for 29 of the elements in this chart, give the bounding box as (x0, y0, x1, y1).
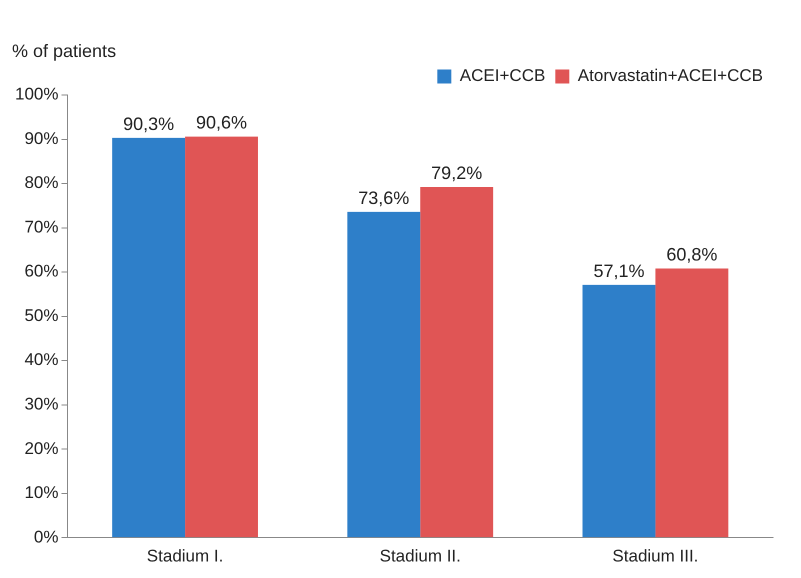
y-tick-label: 50% (24, 306, 58, 325)
data-label: 90,6% (196, 112, 248, 133)
y-tick-label: 20% (24, 438, 58, 458)
bar (185, 136, 258, 538)
legend-label: ACEI+CCB (460, 66, 546, 86)
bar (582, 284, 656, 538)
bar (655, 268, 728, 538)
y-tick-label: 30% (24, 394, 58, 414)
y-tick-label: 0% (34, 527, 58, 546)
y-tick-label: 100% (14, 84, 58, 104)
data-label: 57,1% (593, 260, 644, 281)
data-label: 73,6% (358, 188, 410, 208)
y-tick-label: 80% (24, 173, 58, 192)
bar (112, 138, 186, 538)
bar (347, 212, 420, 538)
y-tick-label: 60% (24, 262, 58, 281)
data-label: 90,3% (123, 114, 174, 134)
y-tick-label: 40% (24, 350, 58, 370)
y-tick-label: 10% (24, 483, 58, 502)
data-label: 60,8% (666, 244, 718, 264)
x-tick-label: Stadium III. (612, 546, 698, 566)
y-axis-title: % of patients (12, 40, 116, 61)
y-tick-label: 70% (24, 217, 58, 236)
x-tick-label: Stadium I. (146, 546, 224, 566)
x-tick-label: Stadium II. (380, 546, 461, 566)
data-label: 79,2% (431, 163, 482, 184)
bar (420, 187, 494, 538)
y-tick-label: 90% (24, 128, 58, 148)
legend-label: Atorvastatin+ACEI+CCB (578, 66, 764, 86)
